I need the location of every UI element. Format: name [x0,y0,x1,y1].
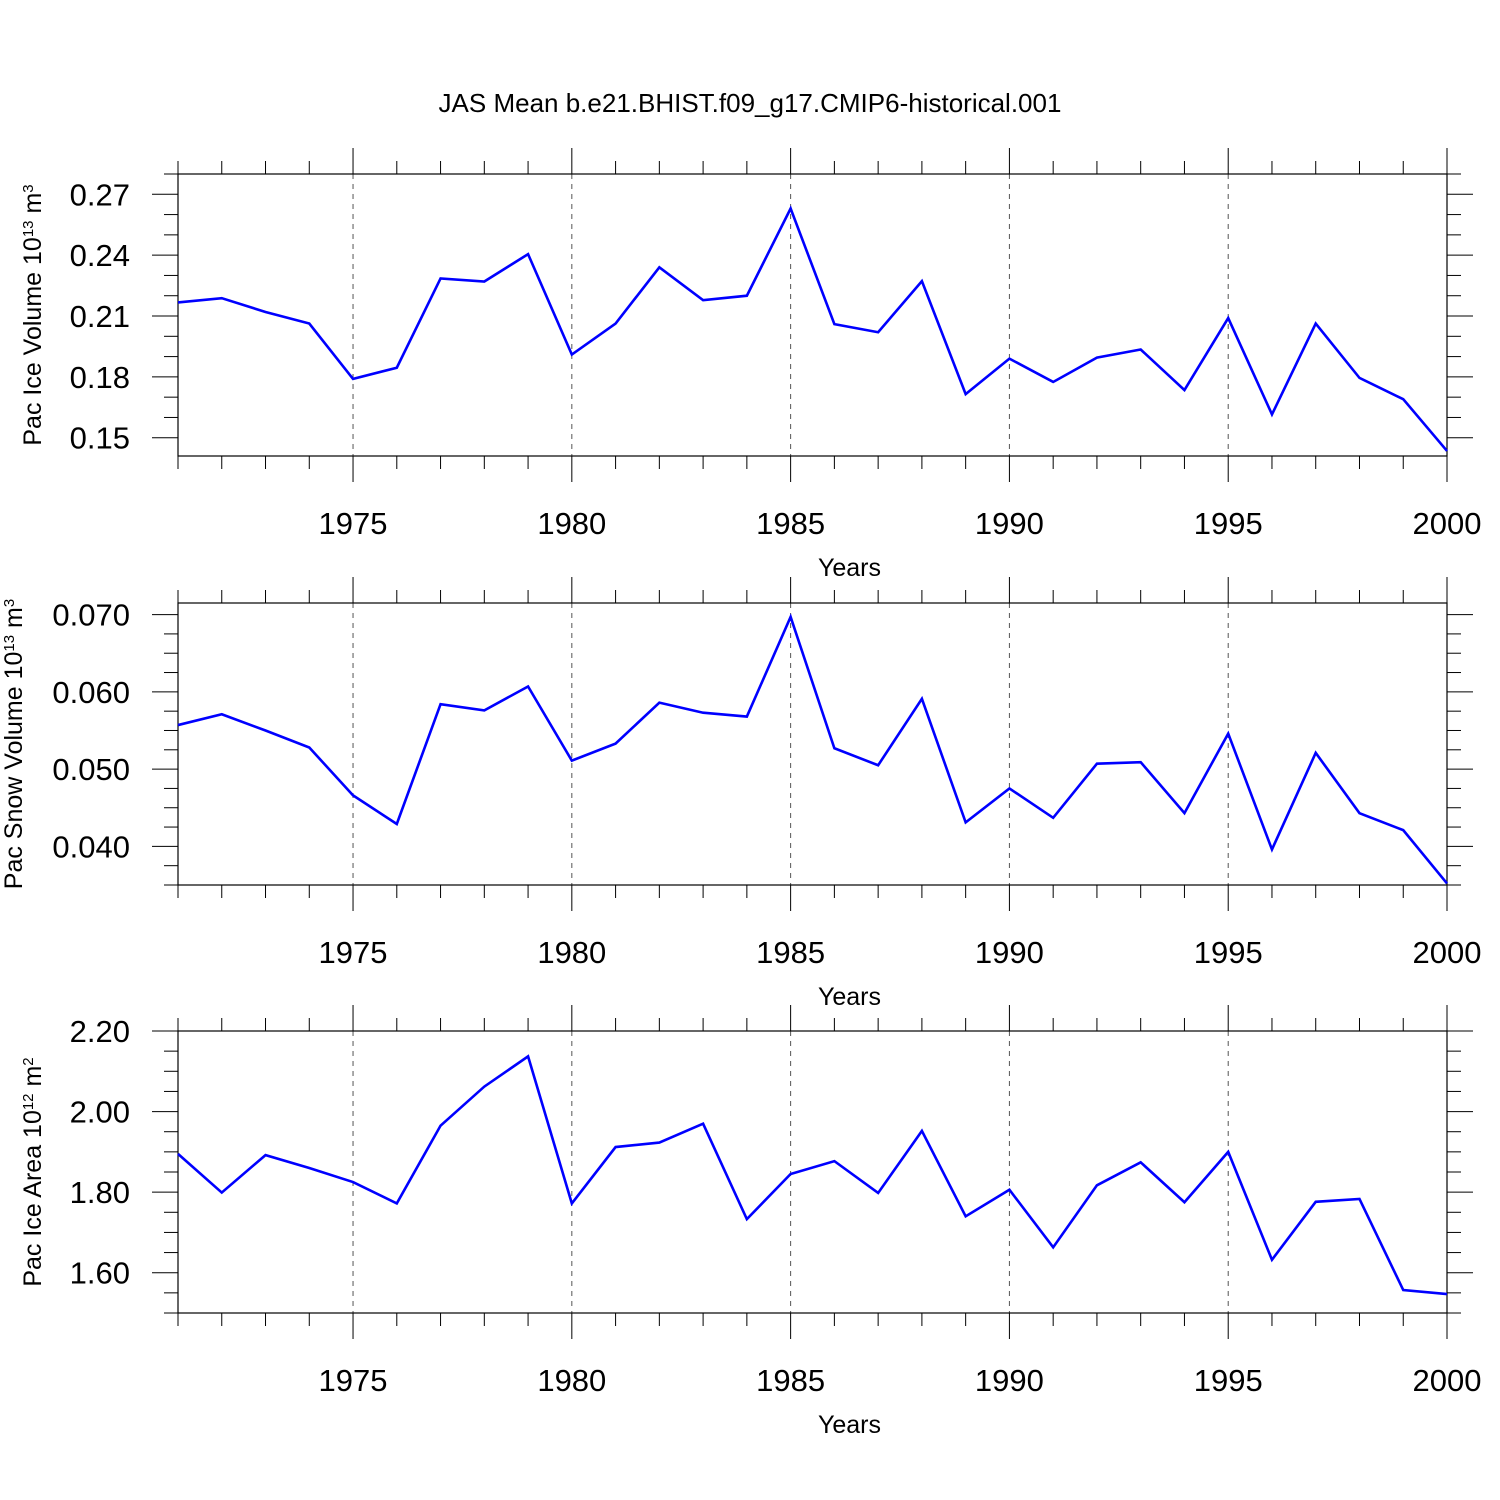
chart-1-ylabel: Pac Snow Volume 1013 m3 [0,599,28,889]
chart-1-ylabel-part-1: 13 [1,635,18,652]
chart-2-xtick-label-0: 1975 [319,1363,388,1398]
chart-0-frame [177,173,1448,457]
chart-1-xlabel: Years [818,983,881,1011]
chart-2-ytick-label-3: 2.20 [70,1014,130,1049]
chart-0-ytick-label-0: 0.15 [70,421,130,456]
chart-0-xtick-label-4: 1995 [1194,506,1263,541]
chart-0-ytick-label-2: 0.21 [70,299,130,334]
figure-title: JAS Mean b.e21.BHIST.f09_g17.CMIP6-histo… [439,88,1062,118]
chart-1-xtick-label-3: 1990 [975,935,1044,970]
chart-0-ytick-label-1: 0.18 [70,360,130,395]
chart-2-ylabel-part-1: 12 [20,1093,37,1110]
chart-0-xtick-label-3: 1990 [975,506,1044,541]
chart-0-xtick-label-2: 1985 [756,506,825,541]
chart-1-ytick-label-0: 0.040 [52,829,130,864]
chart-1-frame [177,602,1448,886]
chart-2-ylabel: Pac Ice Area 1012 m2 [19,1057,47,1286]
chart-0-ytick-label-4: 0.27 [70,177,130,212]
panel-ice-area: 1975 1980 1985 1990 1995 2000 Years 1.60 1.80 2.0… [19,1005,1481,1439]
chart-2-ytick-label-0: 1.60 [70,1256,130,1291]
chart-2-ytick-label-2: 2.00 [70,1095,130,1130]
chart-1-series-line-0 [177,613,1449,885]
chart-0-xtick-label-5: 2000 [1413,506,1482,541]
chart-2-frame [177,1030,1448,1314]
panel-snow-volume: 1975 1980 1985 1990 1995 2000 Years 0.040 0.050 0… [0,577,1481,1011]
chart-2-ytick-label-1: 1.80 [70,1175,130,1210]
chart-2-xlabel: Years [818,1411,881,1439]
chart-0-ytick-label-3: 0.24 [70,238,130,273]
chart-1-xtick-label-1: 1980 [537,935,606,970]
chart-2-ylabel-part-3: 2 [20,1057,37,1065]
chart-2-xtick-label-2: 1985 [756,1363,825,1398]
chart-2-xtick-label-3: 1990 [975,1363,1044,1398]
chart-1-xtick-label-0: 1975 [319,935,388,970]
chart-2-xtick-label-1: 1980 [537,1363,606,1398]
chart-0-ylabel-part-0: Pac Ice Volume 10 [19,237,47,445]
chart-1-ytick-label-2: 0.060 [52,675,130,710]
chart-1-ytick-label-1: 0.050 [52,752,130,787]
chart-0-ylabel: Pac Ice Volume 1013 m3 [19,184,47,445]
chart-0-ylabel-part-3: 3 [20,184,37,192]
chart-2-xtick-label-5: 2000 [1413,1363,1482,1398]
chart-1-xtick-label-5: 2000 [1413,935,1482,970]
chart-0-xtick-label-0: 1975 [319,506,388,541]
chart-0-series-line-0 [177,205,1448,452]
chart-1-xtick-label-4: 1995 [1194,935,1263,970]
chart-0-ylabel-part-1: 13 [20,220,37,237]
chart-2-ylabel-part-2: m [19,1066,47,1094]
chart-0-xtick-label-1: 1980 [537,506,606,541]
chart-2-xtick-label-4: 1995 [1194,1363,1263,1398]
panel-ice-volume: 1975 1980 1985 1990 1995 2000 Years 0.15 0.18 0.2… [19,148,1481,582]
chart-1-ylabel-part-3: 3 [1,599,18,607]
chart-1-ytick-label-3: 0.070 [52,598,130,633]
chart-1-xtick-label-2: 1985 [756,935,825,970]
chart-2-ylabel-part-0: Pac Ice Area 10 [19,1110,47,1287]
chart-1-ylabel-part-0: Pac Snow Volume 10 [0,652,28,890]
chart-0-ylabel-part-2: m [19,193,47,221]
chart-1-ylabel-part-2: m [0,607,28,635]
chart-2-series-line-0 [177,1054,1448,1296]
chart-0-xlabel: Years [818,554,881,582]
